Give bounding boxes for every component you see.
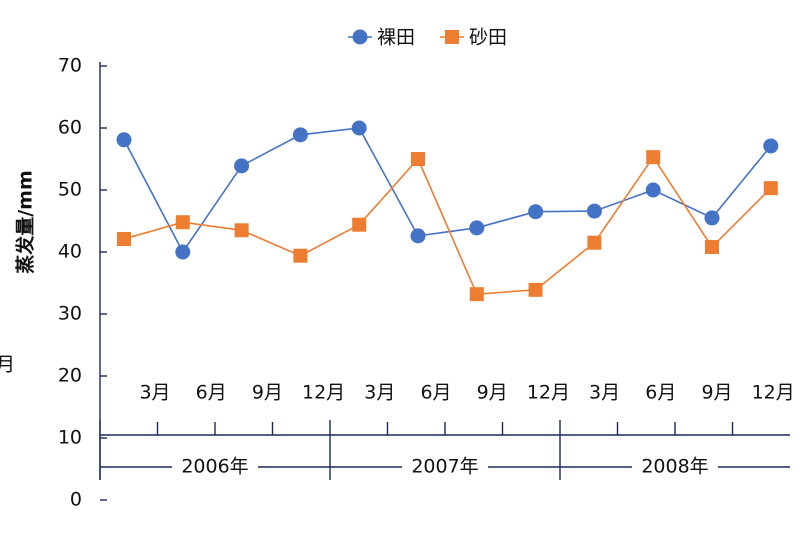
marker: [175, 244, 191, 260]
marker: [352, 217, 367, 232]
year-label: 2007年: [411, 456, 478, 478]
y-tick-label: 70: [58, 55, 82, 77]
marker: [292, 127, 308, 143]
marker: [410, 228, 426, 244]
x-tick-label: 3月: [364, 382, 395, 404]
y-axis-label: 蒸发量/mm: [14, 170, 37, 274]
marker: [175, 215, 190, 230]
marker: [763, 181, 778, 196]
y-tick-label: 60: [58, 117, 82, 139]
x-tick-label: 12月: [302, 382, 345, 404]
legend-label: 裸田: [377, 27, 415, 49]
x-tick-label: 12月: [752, 382, 795, 404]
x-tick-label: 9月: [477, 382, 508, 404]
y-tick-label: 10: [58, 427, 82, 449]
y-tick-label: 30: [58, 303, 82, 325]
marker: [469, 287, 484, 302]
marker: [587, 235, 602, 250]
x-tick-label: 3月: [589, 382, 620, 404]
marker: [646, 150, 661, 165]
marker: [704, 210, 720, 226]
marker: [763, 138, 779, 154]
marker: [293, 248, 308, 263]
series-line: [123, 127, 772, 254]
marker: [705, 240, 719, 255]
y-tick-label: 20: [58, 365, 82, 387]
x-tick-label: 6月: [196, 382, 227, 404]
x-tick-label: 6月: [645, 382, 676, 404]
year-label: 2006年: [181, 456, 248, 478]
y-tick-label: 0: [70, 489, 82, 511]
legend-label: 砂田: [469, 27, 507, 49]
x-tick-label: 9月: [252, 382, 283, 404]
marker: [469, 220, 485, 236]
x-tick-label: 3月: [139, 382, 170, 404]
x-tick-label: 12月: [527, 382, 570, 404]
stray-text: 月: [0, 354, 15, 376]
series-line: [123, 155, 772, 295]
x-tick-label: 6月: [420, 382, 451, 404]
y-tick-label: 50: [58, 179, 82, 201]
marker: [116, 132, 132, 148]
marker: [528, 204, 544, 220]
marker: [117, 231, 131, 246]
marker: [645, 182, 661, 198]
year-label: 2008年: [641, 456, 708, 478]
marker: [528, 282, 543, 297]
marker: [351, 120, 367, 136]
marker: [411, 152, 425, 166]
marker: [234, 158, 250, 174]
marker: [234, 223, 249, 238]
y-tick-label: 40: [58, 241, 82, 263]
marker: [586, 203, 602, 219]
x-tick-label: 9月: [701, 382, 732, 404]
